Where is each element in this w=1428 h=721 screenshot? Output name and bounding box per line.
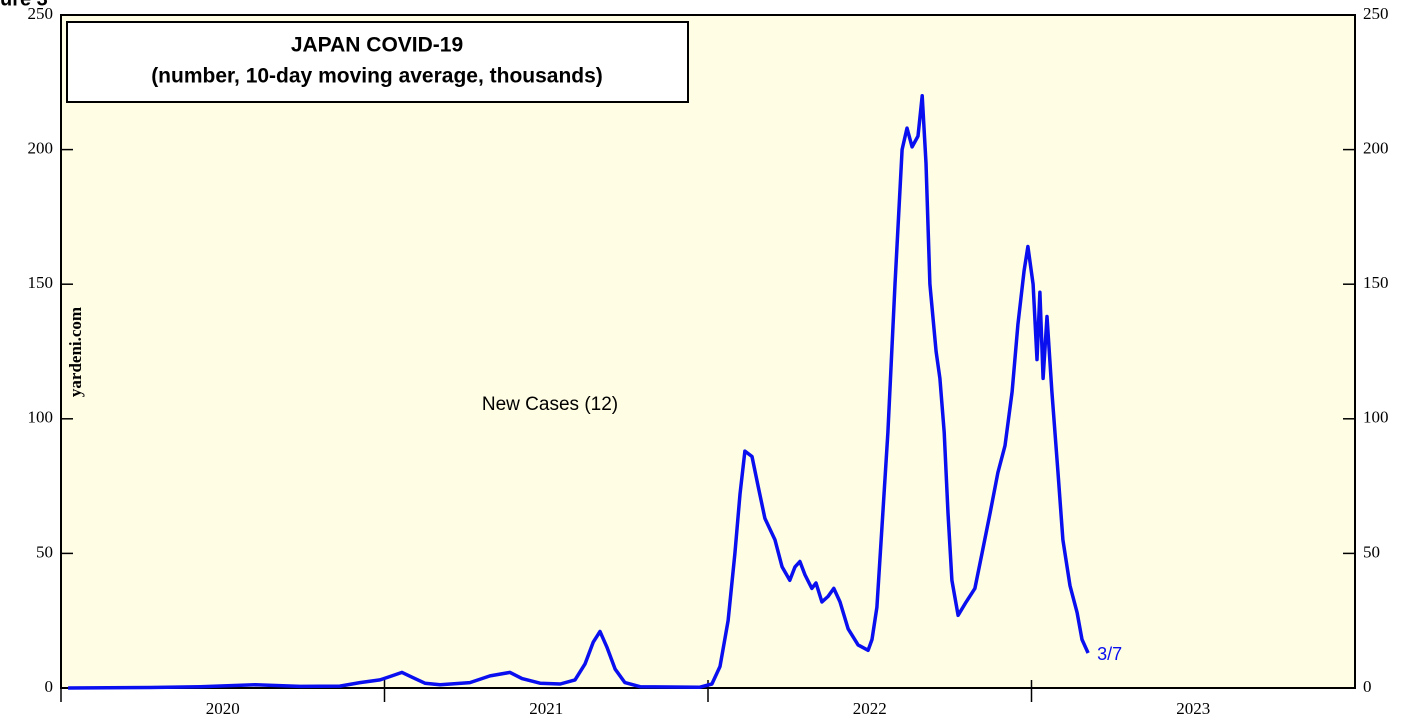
y-tick-label: 100: [28, 408, 54, 427]
series-line: [68, 94, 1090, 690]
x-tick-label: 2022: [853, 699, 887, 718]
plot-background: [61, 15, 1355, 688]
series-annotation: New Cases (12): [482, 394, 618, 415]
plot-frame: [60, 14, 1356, 689]
y2-tick-label: 200: [1363, 139, 1389, 158]
x-tick-label: 2021: [529, 699, 563, 718]
title-box: [66, 21, 689, 103]
source-label: yardeni.com: [66, 307, 85, 397]
y2-tick-label: 250: [1363, 4, 1389, 23]
y-tick-label: 50: [36, 542, 53, 561]
y-tick-label: 150: [28, 273, 54, 292]
y2-tick-label: 100: [1363, 408, 1389, 427]
x-tick-label: 2023: [1176, 699, 1210, 718]
y2-tick-label: 0: [1363, 677, 1372, 696]
chart-subtitle: (number, 10-day moving average, thousand…: [151, 65, 603, 88]
y2-tick-label: 150: [1363, 273, 1389, 292]
figure-label: Figure 3: [0, 0, 48, 10]
y2-tick-label: 50: [1363, 542, 1380, 561]
chart-title: JAPAN COVID-19: [291, 34, 463, 57]
y-tick-label: 250: [28, 4, 54, 23]
x-tick-label: 2020: [206, 699, 240, 718]
y-tick-label: 0: [45, 677, 54, 696]
end-label: 3/7: [1097, 644, 1122, 664]
y-tick-label: 200: [28, 139, 54, 158]
